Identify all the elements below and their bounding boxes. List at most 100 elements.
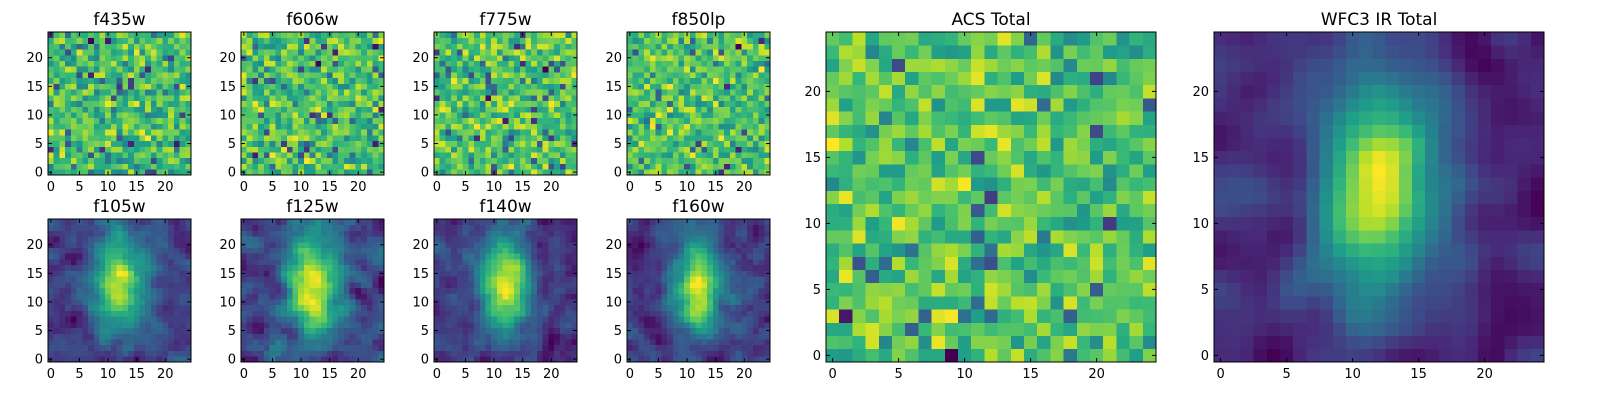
heatmap-cell — [479, 276, 486, 283]
heatmap-cell — [479, 304, 486, 311]
heatmap-cell — [565, 49, 572, 56]
heatmap-cell — [128, 293, 135, 300]
heatmap-cell — [638, 163, 645, 170]
heatmap-cell — [655, 299, 662, 306]
heatmap-cell — [684, 72, 691, 79]
heatmap-cell — [638, 327, 645, 334]
heatmap-cell — [729, 281, 737, 289]
heatmap-cell — [366, 310, 373, 317]
heatmap-cell — [315, 333, 322, 340]
heatmap-cell — [366, 157, 373, 164]
heatmap-cell — [156, 152, 163, 159]
heatmap-cell — [479, 66, 486, 73]
heatmap-cell — [110, 259, 118, 266]
heatmap-cell — [116, 66, 123, 73]
heatmap-cell — [70, 100, 77, 107]
heatmap-cell — [764, 276, 771, 283]
heatmap-cell — [315, 281, 322, 289]
heatmap-cell — [361, 236, 368, 243]
heatmap-cell — [252, 140, 259, 147]
heatmap-cell — [128, 49, 135, 56]
heatmap-cell — [445, 236, 452, 243]
heatmap-cell — [269, 224, 276, 231]
heatmap-cell — [445, 83, 452, 90]
heatmap-cell — [246, 83, 253, 90]
heatmap-cell — [59, 304, 66, 311]
heatmap-cell — [349, 163, 356, 170]
heatmap-cell — [145, 241, 152, 248]
heatmap-cell — [145, 219, 152, 226]
heatmap-cell — [326, 123, 333, 130]
heatmap-cell — [309, 146, 316, 153]
heatmap-cell — [758, 100, 765, 107]
heatmap-cell — [156, 49, 163, 56]
heatmap-cell — [76, 247, 83, 254]
heatmap-cell — [468, 350, 475, 357]
heatmap-cell — [99, 140, 106, 147]
heatmap-cell — [712, 43, 719, 50]
heatmap-cell — [168, 37, 175, 44]
heatmap-cell — [321, 106, 328, 113]
heatmap-cell — [752, 281, 759, 289]
heatmap-cell — [378, 123, 385, 130]
heatmap-cell — [173, 83, 180, 90]
heatmap-cell — [252, 72, 259, 79]
heatmap-cell — [695, 72, 702, 79]
heatmap-cell — [632, 66, 639, 73]
heatmap-cell — [65, 123, 72, 130]
heatmap-cell — [678, 106, 685, 113]
heatmap-cell — [246, 140, 253, 147]
heatmap-cell — [53, 236, 60, 243]
heatmap-cell — [53, 43, 60, 50]
heatmap-cell — [485, 339, 492, 346]
heatmap-cell — [241, 163, 248, 170]
heatmap-cell — [554, 83, 561, 90]
heatmap-cell — [303, 100, 311, 107]
heatmap-cell — [116, 344, 123, 351]
heatmap-cell — [525, 134, 532, 142]
heatmap-cell — [474, 287, 481, 294]
heatmap-cell — [655, 270, 662, 277]
heatmap-cell — [724, 123, 731, 130]
heatmap-cell — [496, 66, 504, 73]
heatmap-cell — [292, 77, 299, 84]
heatmap-cell — [451, 264, 458, 271]
heatmap-cell — [116, 316, 123, 323]
heatmap-cell — [644, 54, 651, 61]
heatmap-cell — [139, 299, 146, 306]
heatmap-cell — [479, 270, 486, 277]
heatmap-cell — [707, 49, 714, 56]
heatmap-cell — [65, 327, 72, 334]
heatmap-cell — [122, 224, 129, 231]
heatmap-cell — [185, 253, 192, 260]
heatmap-cell — [343, 123, 351, 130]
heatmap-cell — [451, 293, 458, 300]
heatmap-cell — [286, 100, 293, 107]
heatmap-cell — [536, 83, 544, 90]
heatmap-cell — [76, 152, 83, 159]
heatmap-cell — [372, 304, 379, 311]
heatmap-cell — [502, 43, 509, 50]
heatmap-cell — [764, 60, 771, 67]
heatmap-cell — [695, 163, 702, 170]
heatmap-cell — [173, 123, 180, 130]
heatmap-cell — [116, 123, 123, 130]
heatmap-cell — [764, 287, 771, 294]
heatmap-cell — [162, 83, 169, 90]
heatmap-cell — [76, 49, 83, 56]
heatmap-cell — [361, 253, 368, 260]
heatmap-cell — [491, 117, 498, 124]
heatmap-cell — [684, 77, 691, 84]
heatmap-cell — [378, 89, 385, 96]
heatmap-cell — [661, 146, 668, 153]
heatmap-cell — [439, 37, 446, 44]
heatmap-cell — [128, 333, 135, 340]
heatmap-cell — [536, 37, 544, 44]
heatmap-cell — [116, 276, 123, 283]
heatmap-cell — [168, 83, 175, 90]
heatmap-cell — [735, 123, 742, 130]
heatmap-cell — [508, 163, 515, 170]
heatmap-cell — [678, 339, 685, 346]
heatmap-cell — [684, 43, 691, 50]
heatmap-cell — [741, 316, 748, 323]
